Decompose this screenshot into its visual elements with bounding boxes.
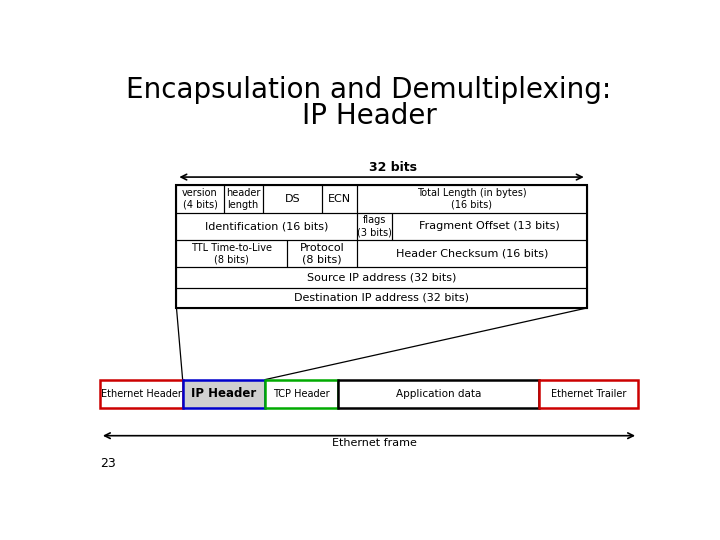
Bar [176, 240, 287, 267]
Text: Ethernet Header: Ethernet Header [101, 389, 181, 399]
Text: DS: DS [284, 194, 300, 204]
Bar [176, 213, 357, 240]
Text: flags
(3 bits): flags (3 bits) [357, 215, 392, 237]
Text: Application data: Application data [395, 389, 481, 399]
Text: Protocol
(8 bits): Protocol (8 bits) [300, 242, 344, 264]
Text: ECN: ECN [328, 194, 351, 204]
Text: 23: 23 [100, 457, 116, 470]
Bar [357, 240, 587, 267]
Text: Ethernet Trailer: Ethernet Trailer [551, 389, 626, 399]
Bar [176, 185, 224, 213]
Bar [357, 185, 587, 213]
Text: Source IP address (32 bits): Source IP address (32 bits) [307, 272, 456, 282]
Text: TCP Header: TCP Header [273, 389, 330, 399]
Bar [322, 185, 357, 213]
Text: 32 bits: 32 bits [369, 161, 417, 174]
Bar [176, 267, 587, 288]
Bar [263, 185, 322, 213]
Bar [176, 288, 587, 308]
Bar [176, 185, 587, 308]
Text: version
(4 bits): version (4 bits) [182, 188, 218, 210]
Bar [224, 185, 263, 213]
Text: Total Length (in bytes)
(16 bits): Total Length (in bytes) (16 bits) [417, 188, 526, 210]
Bar [539, 380, 638, 408]
Text: Encapsulation and Demultiplexing:: Encapsulation and Demultiplexing: [127, 76, 611, 104]
Text: Header Checksum (16 bits): Header Checksum (16 bits) [395, 248, 548, 259]
Bar [100, 380, 183, 408]
Text: Destination IP address (32 bits): Destination IP address (32 bits) [294, 293, 469, 303]
Bar [338, 380, 539, 408]
Bar [183, 380, 265, 408]
Text: Fragment Offset (13 bits): Fragment Offset (13 bits) [419, 221, 559, 231]
Text: TTL Time-to-Live
(8 bits): TTL Time-to-Live (8 bits) [192, 242, 272, 264]
Text: IP Header: IP Header [302, 102, 436, 130]
Text: IP Header: IP Header [192, 387, 256, 400]
Bar [265, 380, 338, 408]
Bar [392, 213, 587, 240]
Text: Ethernet frame: Ethernet frame [332, 438, 417, 448]
Bar [357, 213, 392, 240]
Bar [287, 240, 357, 267]
Text: header
length: header length [226, 188, 261, 210]
Text: Identification (16 bits): Identification (16 bits) [205, 221, 328, 231]
